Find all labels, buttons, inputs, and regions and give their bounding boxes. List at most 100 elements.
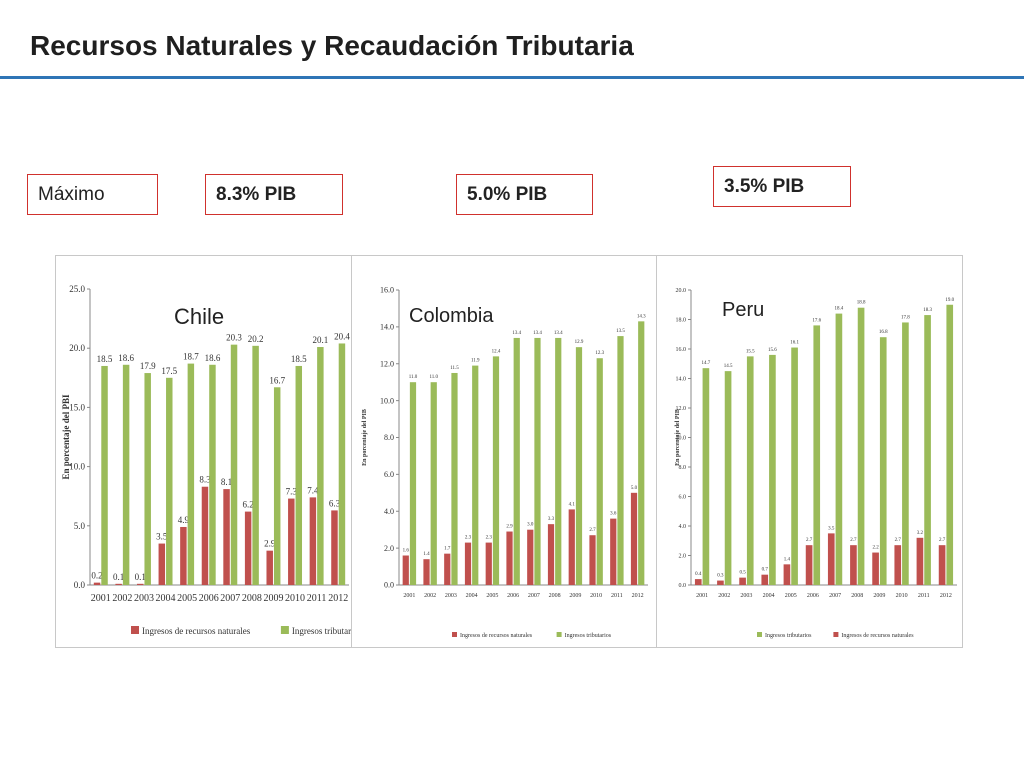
- colombia-max-box: 5.0% PIB: [456, 174, 593, 215]
- natural-resources-value-label: 4.9: [178, 515, 190, 525]
- tax-revenue-bar: [746, 356, 754, 585]
- x-tick-label: 2011: [307, 593, 327, 604]
- legend-label: Ingresos tributarios: [292, 626, 351, 636]
- tax-revenue-value-label: 11.9: [471, 359, 480, 364]
- natural-resources-value-label: 1.7: [444, 547, 451, 552]
- x-tick-label: 2009: [873, 593, 885, 599]
- tax-revenue-value-label: 13.4: [533, 331, 542, 336]
- y-tick-label: 10.0: [676, 436, 687, 442]
- tax-revenue-value-label: 20.2: [248, 334, 264, 344]
- natural-resources-value-label: 2.7: [850, 538, 857, 543]
- chart-title: Chile: [174, 304, 224, 329]
- x-tick-label: 2005: [486, 593, 498, 599]
- y-tick-label: 2.0: [679, 554, 687, 560]
- tax-revenue-value-label: 19.0: [945, 298, 954, 303]
- y-tick-label: 0.0: [74, 580, 86, 590]
- natural-resources-bar: [201, 486, 209, 585]
- tax-revenue-value-label: 17.8: [901, 315, 910, 320]
- tax-revenue-value-label: 17.9: [140, 361, 156, 371]
- chart-title: Peru: [722, 299, 764, 321]
- natural-resources-bar: [827, 533, 835, 585]
- legend-swatch: [833, 632, 839, 637]
- natural-resources-value-label: 4.1: [569, 502, 576, 507]
- natural-resources-bar: [568, 509, 575, 585]
- natural-resources-bar: [464, 542, 472, 585]
- tax-revenue-value-label: 20.4: [334, 331, 350, 341]
- chile-max-value: 8.3% PIB: [216, 183, 297, 205]
- x-tick-label: 2011: [918, 593, 930, 599]
- natural-resources-value-label: 2.7: [589, 528, 596, 533]
- tax-revenue-value-label: 20.1: [312, 335, 328, 345]
- natural-resources-bar: [916, 537, 924, 585]
- natural-resources-bar: [423, 559, 430, 585]
- tax-revenue-value-label: 17.6: [812, 318, 821, 323]
- tax-revenue-value-label: 11.0: [409, 375, 418, 380]
- tax-revenue-bar: [472, 365, 479, 585]
- colombia-max-value: 5.0% PIB: [467, 183, 548, 205]
- tax-revenue-value-label: 16.7: [269, 375, 285, 385]
- y-tick-label: 16.0: [676, 347, 687, 353]
- legend-swatch: [556, 632, 562, 637]
- y-tick-label: 8.0: [384, 433, 394, 442]
- natural-resources-value-label: 0.3: [717, 574, 724, 579]
- natural-resources-bar: [805, 545, 813, 585]
- natural-resources-value-label: 2.7: [806, 538, 813, 543]
- x-tick-label: 2012: [940, 593, 952, 599]
- tax-revenue-bar: [101, 365, 108, 585]
- x-tick-label: 2006: [807, 593, 819, 599]
- natural-resources-value-label: 0.2: [91, 571, 102, 581]
- legend-swatch: [280, 626, 289, 634]
- natural-resources-bar: [589, 535, 596, 585]
- y-tick-label: 5.0: [74, 521, 86, 531]
- x-tick-label: 2006: [507, 593, 519, 599]
- peru-max-box: 3.5% PIB: [713, 166, 851, 207]
- natural-resources-value-label: 0.5: [739, 571, 746, 576]
- natural-resources-bar: [331, 510, 338, 585]
- tax-revenue-bar: [702, 368, 710, 585]
- y-tick-label: 6.0: [384, 470, 394, 479]
- tax-revenue-value-label: 12.9: [575, 340, 584, 345]
- x-tick-label: 2011: [611, 593, 623, 599]
- x-tick-label: 2009: [263, 593, 283, 604]
- tax-revenue-value-label: 12.3: [595, 351, 604, 356]
- tax-revenue-bar: [813, 325, 821, 585]
- y-tick-label: 15.0: [69, 402, 85, 412]
- tax-revenue-bar: [902, 322, 909, 585]
- natural-resources-bar: [610, 518, 617, 585]
- natural-resources-bar: [266, 550, 273, 585]
- tax-revenue-value-label: 18.5: [97, 354, 113, 364]
- colombia-chart: 0.0 2.0 4.0 6.0 8.0 10.0 12.0 14.0 16.0 En porcen…: [362, 286, 648, 639]
- natural-resources-bar: [485, 542, 492, 585]
- natural-resources-bar: [288, 498, 295, 585]
- peru-chart-panel: 0.0 2.0 4.0 6.0 8.0 10.0 12.0 14.0 16.0 18.0 20.0 E…: [656, 255, 963, 648]
- tax-revenue-value-label: 18.7: [183, 352, 199, 362]
- y-tick-label: 4.0: [384, 507, 394, 516]
- tax-revenue-bar: [769, 354, 776, 585]
- tax-revenue-value-label: 16.8: [879, 330, 888, 335]
- natural-resources-value-label: 0.1: [135, 572, 146, 582]
- x-tick-label: 2010: [285, 593, 305, 604]
- y-tick-label: 6.0: [679, 495, 687, 501]
- x-tick-label: 2002: [424, 593, 436, 599]
- x-tick-label: 2007: [220, 593, 240, 604]
- tax-revenue-bar: [946, 304, 954, 585]
- x-tick-label: 2003: [740, 593, 752, 599]
- natural-resources-value-label: 2.2: [872, 546, 879, 551]
- tax-revenue-value-label: 17.5: [161, 366, 177, 376]
- natural-resources-value-label: 1.6: [403, 549, 410, 554]
- tax-revenue-value-label: 20.3: [226, 333, 242, 343]
- chart-title: Colombia: [409, 305, 494, 327]
- natural-resources-value-label: 3.5: [156, 532, 168, 542]
- natural-resources-bar: [630, 492, 638, 585]
- natural-resources-value-label: 2.7: [939, 538, 946, 543]
- natural-resources-bar: [402, 555, 409, 585]
- tax-revenue-value-label: 15.5: [746, 349, 755, 354]
- natural-resources-bar: [761, 574, 769, 585]
- chile-max-box: 8.3% PIB: [205, 174, 343, 215]
- x-tick-label: 2002: [112, 593, 132, 604]
- tax-revenue-bar: [879, 337, 887, 585]
- y-tick-label: 0.0: [384, 581, 394, 590]
- tax-revenue-bar: [122, 364, 130, 585]
- y-axis-title: En porcentaje del PIB: [362, 409, 368, 466]
- x-tick-label: 2010: [896, 593, 908, 599]
